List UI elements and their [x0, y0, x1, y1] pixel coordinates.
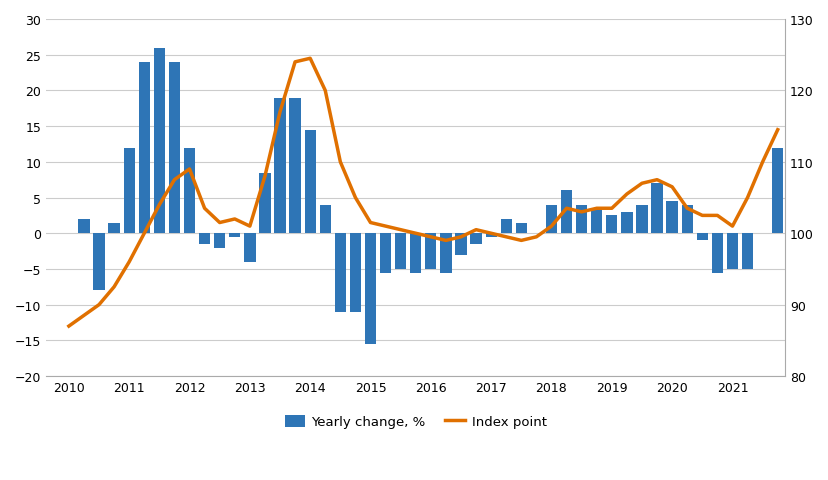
Bar: [138, 63, 150, 234]
Bar: [469, 234, 481, 244]
Bar: [349, 234, 361, 312]
Bar: [620, 212, 632, 234]
Bar: [108, 223, 119, 234]
Bar: [394, 234, 406, 269]
Bar: [561, 191, 571, 234]
Bar: [651, 184, 662, 234]
Bar: [696, 234, 707, 241]
Bar: [575, 205, 586, 234]
Bar: [289, 98, 301, 234]
Bar: [123, 148, 135, 234]
Bar: [320, 205, 330, 234]
Bar: [169, 63, 180, 234]
Bar: [94, 234, 104, 291]
Bar: [711, 234, 722, 273]
Bar: [500, 219, 511, 234]
Bar: [153, 48, 165, 234]
Bar: [379, 234, 391, 273]
Bar: [229, 234, 240, 237]
Bar: [515, 223, 527, 234]
Bar: [259, 173, 270, 234]
Bar: [78, 219, 89, 234]
Bar: [440, 234, 451, 273]
Bar: [199, 234, 210, 244]
Bar: [364, 234, 376, 344]
Bar: [274, 98, 286, 234]
Bar: [605, 216, 617, 234]
Bar: [335, 234, 345, 312]
Bar: [681, 205, 692, 234]
Bar: [741, 234, 753, 269]
Bar: [425, 234, 436, 269]
Bar: [455, 234, 466, 255]
Bar: [726, 234, 737, 269]
Bar: [636, 205, 647, 234]
Legend: Yearly change, %, Index point: Yearly change, %, Index point: [279, 410, 551, 434]
Bar: [304, 131, 315, 234]
Bar: [485, 234, 496, 237]
Bar: [771, 148, 782, 234]
Bar: [214, 234, 225, 248]
Bar: [184, 148, 195, 234]
Bar: [666, 202, 677, 234]
Bar: [590, 209, 602, 234]
Bar: [244, 234, 255, 262]
Bar: [410, 234, 421, 273]
Bar: [545, 205, 556, 234]
